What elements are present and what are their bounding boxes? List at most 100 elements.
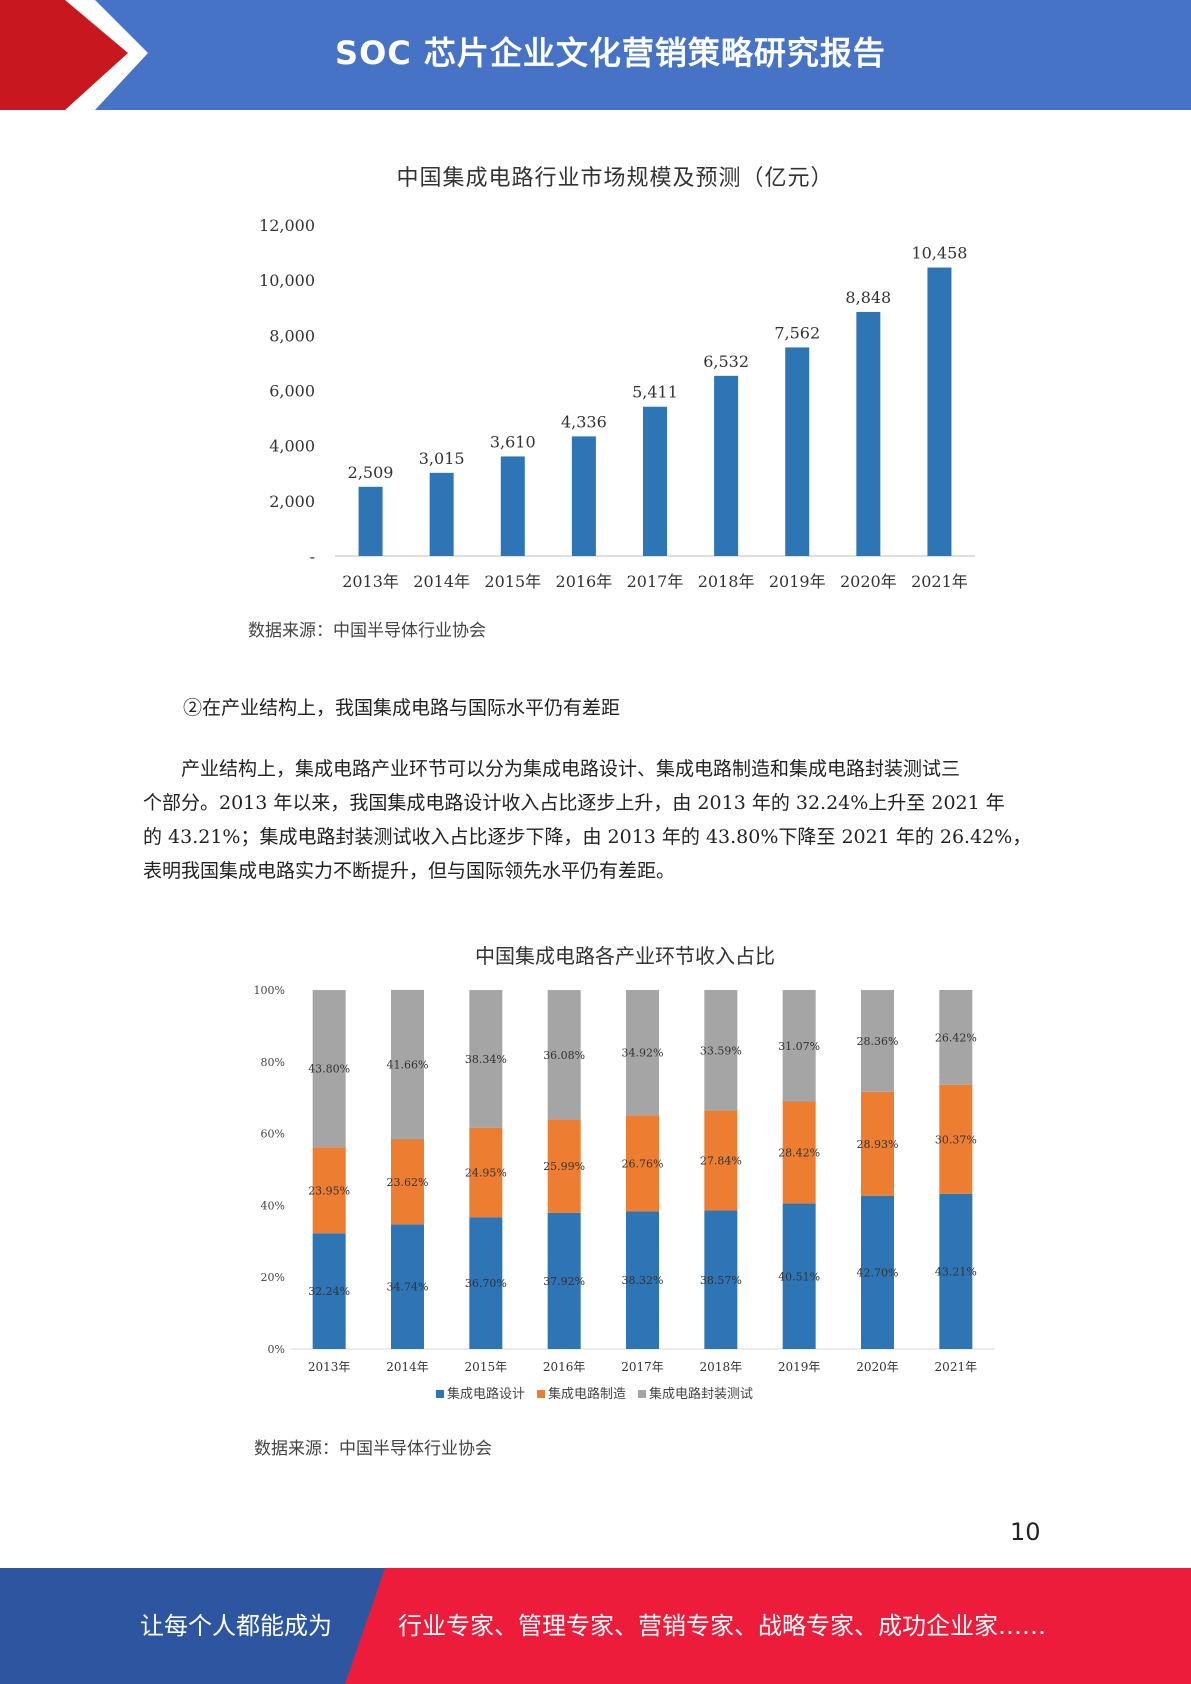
legend-label: 集成电路设计 [447,1386,525,1402]
market-size-chart: 中国集成电路行业市场规模及预测（亿元） - 2,000 4,000 6,000 8,00… [240,160,990,600]
bar [571,436,596,556]
data-label: 24.95% [465,1166,507,1179]
data-label: 25.99% [543,1160,585,1173]
y-tick-label: 4,000 [269,437,315,456]
data-label: 23.95% [308,1184,350,1197]
data-label: 38.32% [622,1274,664,1287]
data-label: 37.92% [543,1275,585,1288]
document-title: SOC 芯片企业文化营销策略研究报告 [335,34,886,72]
data-label: 28.93% [857,1138,899,1151]
bar-segment [861,990,894,1092]
x-tick-label: 2018年 [698,572,755,591]
bar [500,456,525,556]
data-label: 36.70% [465,1277,507,1290]
x-tick-label: 2015年 [484,572,541,591]
bar-segment [939,1084,973,1194]
bar-segment [469,990,503,1128]
header-band [0,0,1191,110]
bar-segment [391,1224,424,1349]
data-label: 10,458 [911,244,967,263]
y-tick-label: - [310,547,315,566]
page-footer: 让每个人都能成为 行业专家、管理专家、营销专家、战略专家、成功企业家…… [0,1568,1191,1684]
section-heading: ②在产业结构上，我国集成电路与国际水平仍有差距 [143,691,1048,725]
bar-segment [861,1091,894,1196]
legend-swatch [638,1390,646,1398]
footer-slogan-right: 行业专家、管理专家、营销专家、战略专家、成功企业家…… [398,1612,1046,1640]
data-label: 6,532 [703,352,749,371]
bar-segment [861,1195,894,1349]
x-tick-label: 2013年 [342,572,399,591]
bar-segment [704,1110,738,1211]
paragraph-line: 个部分。2013 年以来，我国集成电路设计收入占比逐步上升，由 2013 年的 … [143,792,1005,814]
bar-segment [939,1193,973,1349]
data-label: 36.08% [543,1049,585,1062]
data-label: 40.51% [778,1270,820,1283]
data-label: 42.70% [857,1266,899,1279]
market-size-chart-plot: - 2,000 4,000 6,000 8,000 10,000 12,000 2,509 20… [259,216,975,591]
bar [714,375,739,556]
bar-segment [782,990,816,1102]
y-tick-label: 20% [261,1271,285,1284]
x-tick-label: 2013年 [308,1360,351,1374]
data-label: 27.84% [700,1155,742,1168]
header-arrow-decoration [0,0,148,110]
data-label: 43.21% [935,1265,977,1278]
chart-source-note: 数据来源：中国半导体行业协会 [254,1439,492,1459]
data-label: 3,015 [419,449,465,468]
x-tick-label: 2014年 [386,1360,429,1374]
data-label: 3,610 [490,432,536,451]
chart-source-note: 数据来源：中国半导体行业协会 [248,621,486,641]
data-label: 30.37% [935,1133,977,1146]
bar-segment [312,1233,346,1349]
y-tick-label: 2,000 [269,492,315,511]
page-header: SOC 芯片企业文化营销策略研究报告 [0,0,1191,110]
legend-label: 集成电路封装测试 [649,1386,753,1402]
bar-segment [391,1139,424,1225]
page-number: 10 [1010,1518,1041,1546]
y-tick-label: 6,000 [269,382,315,401]
paragraph-line: 表明我国集成电路实力不断提升，但与国际领先水平仍有差距。 [143,860,676,882]
bar-segment [469,1217,503,1349]
x-tick-label: 2020年 [840,572,897,591]
footer-slogan-left: 让每个人都能成为 [140,1612,332,1640]
x-tick-label: 2019年 [778,1360,821,1374]
section-heading-text: ②在产业结构上，我国集成电路与国际水平仍有差距 [183,697,621,719]
data-label: 2,509 [348,463,394,482]
data-label: 34.92% [622,1047,664,1060]
bar-segment [312,1147,346,1234]
x-tick-label: 2019年 [769,572,826,591]
bar-segment [469,1127,503,1218]
bar-segment [547,990,581,1120]
x-tick-label: 2014年 [413,572,470,591]
y-tick-label: 60% [261,1128,285,1141]
bar-segment [547,1212,581,1349]
chart-title: 中国集成电路行业市场规模及预测（亿元） [396,166,834,191]
data-label: 31.07% [778,1040,820,1053]
y-tick-label: 8,000 [269,326,315,345]
bar-segment [782,1101,816,1204]
body-paragraph: 产业结构上，集成电路产业环节可以分为集成电路设计、集成电路制造和集成电路封装测试… [143,752,1048,888]
revenue-share-chart: 中国集成电路各产业环节收入占比 0% 20% 40% 60% 80% 100% 32.24%… [240,940,1010,1420]
bar-segment [782,1203,816,1349]
data-label: 32.24% [308,1285,350,1298]
data-label: 26.76% [622,1157,664,1170]
bar-segment [626,1115,659,1212]
footer-band [0,1568,1191,1684]
bar-segment [704,990,738,1111]
bar-segment [704,1210,738,1349]
bar [643,406,667,556]
bar-segment [939,990,973,1085]
x-tick-label: 2016年 [556,572,613,591]
data-label: 26.42% [935,1031,977,1044]
bar-segment [547,1119,581,1213]
revenue-share-chart-plot: 0% 20% 40% 60% 80% 100% 32.24% 23.95% 43.80% 2013… [254,984,995,1402]
data-label: 28.42% [778,1147,820,1160]
legend-swatch [537,1390,545,1398]
legend-swatch [436,1390,444,1398]
x-tick-label: 2017年 [627,572,684,591]
data-label: 43.80% [308,1063,350,1076]
chart-title: 中国集成电路各产业环节收入占比 [475,944,775,968]
data-label: 28.36% [857,1035,899,1048]
legend-label: 集成电路制造 [548,1386,626,1402]
data-label: 5,411 [632,383,678,402]
